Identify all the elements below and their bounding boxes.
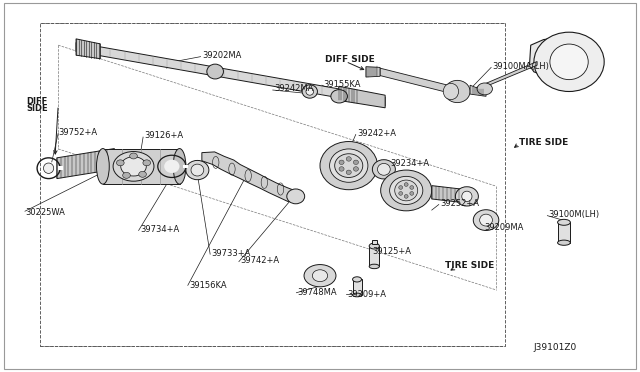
Ellipse shape (353, 167, 358, 171)
Text: 39209+A: 39209+A (347, 290, 386, 299)
Ellipse shape (410, 192, 413, 195)
Ellipse shape (304, 264, 336, 287)
Text: 39748MA: 39748MA (298, 288, 337, 297)
Text: J39101Z0: J39101Z0 (534, 343, 577, 352)
Ellipse shape (557, 240, 570, 245)
Ellipse shape (143, 160, 150, 166)
Polygon shape (339, 86, 385, 108)
Ellipse shape (346, 157, 351, 161)
Ellipse shape (395, 180, 418, 201)
Ellipse shape (369, 243, 380, 249)
Ellipse shape (444, 83, 459, 100)
Ellipse shape (207, 64, 223, 79)
Text: 39752+A: 39752+A (58, 128, 97, 137)
Ellipse shape (390, 176, 423, 205)
Ellipse shape (44, 163, 54, 173)
Ellipse shape (534, 32, 604, 92)
Text: DIFF SIDE: DIFF SIDE (325, 55, 375, 64)
Polygon shape (202, 152, 296, 202)
Polygon shape (353, 279, 362, 295)
Ellipse shape (320, 141, 378, 190)
Text: 39234+A: 39234+A (390, 158, 429, 167)
Ellipse shape (121, 157, 147, 176)
Polygon shape (470, 85, 486, 96)
Ellipse shape (353, 277, 362, 282)
Text: 39156KA: 39156KA (189, 281, 227, 290)
Ellipse shape (346, 170, 351, 174)
Text: 39734+A: 39734+A (140, 225, 179, 234)
Text: TIRE SIDE: TIRE SIDE (445, 261, 494, 270)
Text: 39742+A: 39742+A (240, 256, 279, 265)
Ellipse shape (353, 160, 358, 164)
Ellipse shape (191, 164, 204, 176)
Text: 39100MA(LH): 39100MA(LH) (492, 62, 549, 71)
Ellipse shape (479, 214, 492, 226)
Polygon shape (366, 67, 380, 77)
Text: 30225WA: 30225WA (25, 208, 65, 217)
Ellipse shape (353, 293, 362, 297)
Ellipse shape (477, 83, 492, 95)
Text: 39209MA: 39209MA (484, 223, 524, 232)
Ellipse shape (306, 88, 314, 95)
Ellipse shape (287, 189, 305, 204)
Ellipse shape (404, 183, 408, 186)
Ellipse shape (378, 163, 390, 175)
Ellipse shape (164, 160, 179, 173)
Ellipse shape (186, 160, 209, 180)
Polygon shape (58, 166, 63, 170)
Ellipse shape (404, 195, 408, 198)
Ellipse shape (473, 210, 499, 231)
Polygon shape (380, 68, 451, 93)
Ellipse shape (173, 148, 186, 184)
Polygon shape (557, 222, 570, 243)
Polygon shape (57, 148, 115, 179)
Ellipse shape (123, 172, 131, 178)
Ellipse shape (339, 167, 344, 171)
Ellipse shape (369, 264, 380, 269)
Ellipse shape (410, 186, 413, 189)
Polygon shape (76, 39, 100, 59)
Text: 39733+A: 39733+A (211, 249, 251, 258)
Text: 39252+A: 39252+A (440, 199, 479, 208)
Polygon shape (369, 246, 380, 266)
Ellipse shape (399, 186, 403, 189)
Polygon shape (372, 240, 377, 244)
Ellipse shape (399, 192, 403, 195)
Polygon shape (476, 61, 537, 90)
Polygon shape (432, 186, 464, 203)
Text: 39126+A: 39126+A (145, 131, 184, 141)
Ellipse shape (456, 187, 478, 206)
Polygon shape (529, 38, 601, 79)
Text: 39100M(LH): 39100M(LH) (548, 211, 600, 219)
Text: 39242+A: 39242+A (357, 129, 396, 138)
Text: SIDE: SIDE (26, 104, 48, 113)
Ellipse shape (445, 80, 470, 103)
Text: 39202MA: 39202MA (202, 51, 241, 60)
Polygon shape (183, 164, 188, 168)
Ellipse shape (139, 171, 147, 177)
Ellipse shape (330, 149, 368, 182)
Ellipse shape (462, 191, 472, 202)
Text: DIFF: DIFF (26, 97, 47, 106)
Ellipse shape (331, 90, 348, 103)
Ellipse shape (130, 153, 138, 159)
Ellipse shape (381, 170, 432, 211)
Ellipse shape (97, 148, 109, 184)
Ellipse shape (116, 160, 124, 166)
Polygon shape (76, 42, 385, 106)
Text: 39125+A: 39125+A (372, 247, 412, 256)
Text: TIRE SIDE: TIRE SIDE (519, 138, 568, 147)
Ellipse shape (113, 151, 154, 181)
Ellipse shape (550, 44, 588, 80)
Polygon shape (103, 148, 179, 184)
Ellipse shape (302, 85, 317, 98)
Ellipse shape (557, 219, 570, 225)
Ellipse shape (312, 270, 328, 282)
Text: 39155KA: 39155KA (323, 80, 361, 89)
Ellipse shape (339, 160, 344, 164)
Text: 39242MA: 39242MA (274, 84, 314, 93)
Ellipse shape (335, 154, 363, 177)
Ellipse shape (372, 160, 396, 179)
